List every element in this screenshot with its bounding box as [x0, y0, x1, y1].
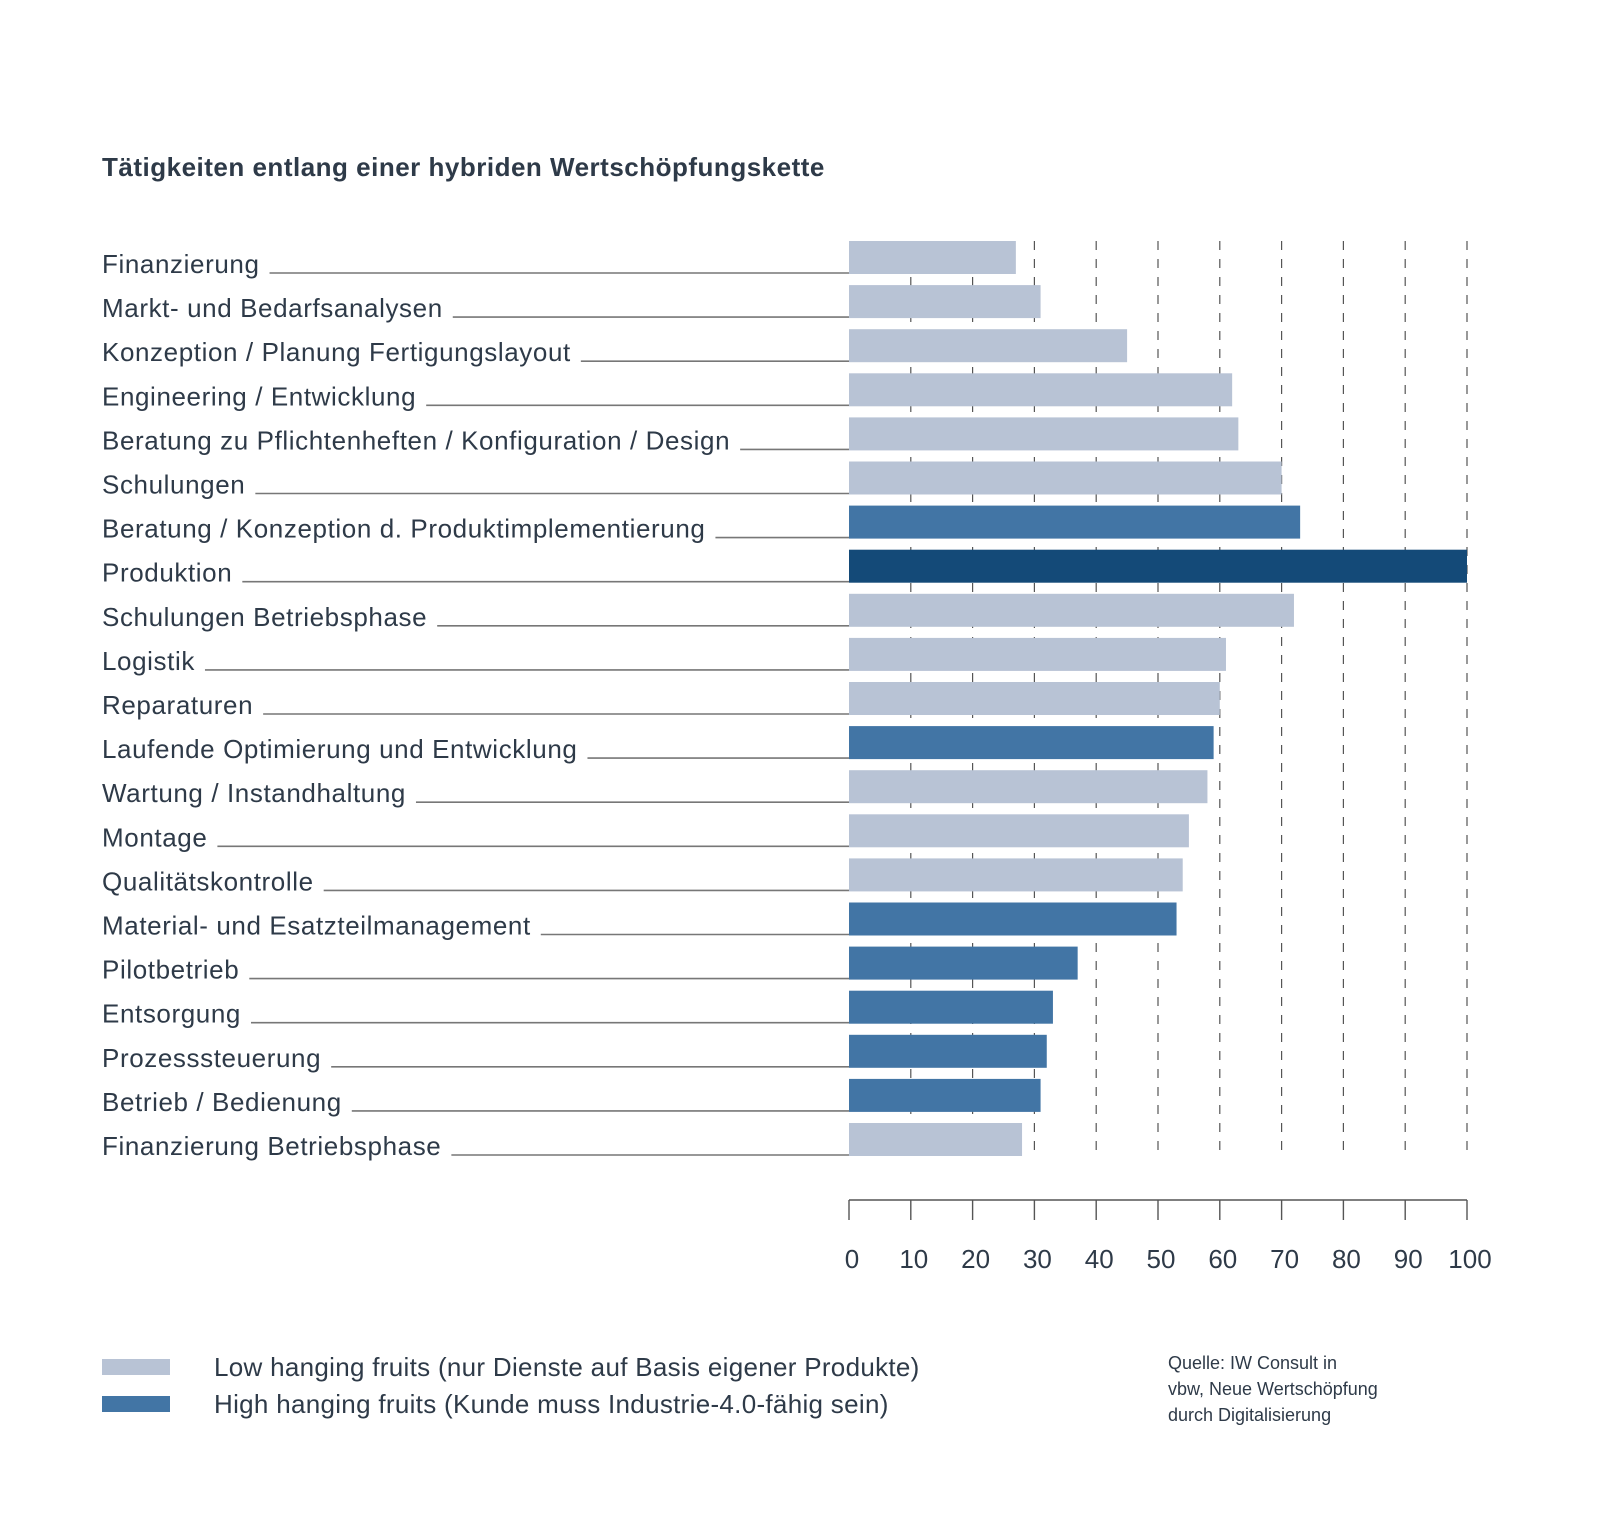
category-label: Markt- und Bedarfsanalysen [102, 293, 443, 323]
category-label: Laufende Optimierung und Entwicklung [102, 734, 577, 764]
legend-label-high: High hanging fruits (Kunde muss Industri… [214, 1389, 889, 1419]
bar [849, 241, 1016, 274]
category-label: Prozesssteuerung [102, 1043, 321, 1073]
bar [849, 770, 1208, 804]
bar [849, 814, 1189, 848]
bar [849, 637, 1226, 671]
source-line: vbw, Neue Wertschöpfung [1168, 1379, 1378, 1399]
category-label: Schulungen Betriebsphase [102, 602, 427, 632]
bar [849, 329, 1128, 363]
x-tick-label: 0 [845, 1244, 859, 1274]
bar [849, 726, 1214, 760]
category-label: Entsorgung [102, 999, 241, 1029]
category-label: Wartung / Instandhaltung [102, 778, 406, 808]
category-label: Montage [102, 822, 207, 852]
category-label: Beratung zu Pflichtenheften / Konfigurat… [102, 425, 730, 455]
chart-title: Tätigkeiten entlang einer hybriden Werts… [102, 152, 825, 182]
bar [849, 461, 1282, 495]
category-label: Schulungen [102, 470, 245, 500]
bar [849, 285, 1041, 319]
x-tick-label: 50 [1147, 1244, 1176, 1274]
category-label: Reparaturen [102, 690, 253, 720]
leader-lines [204, 272, 849, 1156]
bar [849, 1123, 1023, 1156]
legend-swatch-high [102, 1396, 170, 1412]
category-label: Pilotbetrieb [102, 955, 239, 985]
bar [849, 549, 1467, 583]
source-line: Quelle: IW Consult in [1168, 1353, 1338, 1373]
x-tick-label: 10 [899, 1244, 928, 1274]
x-tick-label: 70 [1270, 1244, 1299, 1274]
x-tick-label: 40 [1085, 1244, 1114, 1274]
x-axis: 0 10 20 30 40 50 60 70 80 90 100 [845, 1199, 1492, 1274]
bar [849, 593, 1294, 627]
category-label: Finanzierung Betriebsphase [102, 1131, 441, 1161]
category-label: Konzeption / Planung Fertigungslayout [102, 337, 571, 367]
category-label: Engineering / Entwicklung [102, 381, 416, 411]
bar [849, 373, 1233, 407]
source-line: durch Digitalisierung [1168, 1405, 1332, 1425]
x-tick-label: 100 [1448, 1244, 1491, 1274]
x-tick-label: 20 [961, 1244, 990, 1274]
bar [849, 682, 1220, 715]
x-tick-label: 80 [1332, 1244, 1361, 1274]
x-tick-label: 60 [1208, 1244, 1237, 1274]
legend-swatch-low [102, 1359, 170, 1375]
category-label: Beratung / Konzeption d. Produktimplemen… [102, 514, 705, 544]
bars [849, 241, 1467, 1156]
bar-chart: Finanzierung Markt- und Bedarfsanalysen Ko… [102, 241, 1492, 1274]
category-label: Betrieb / Bedienung [102, 1087, 342, 1117]
category-label: Material- und Esatzteilmanagement [102, 911, 531, 941]
legend-label-low: Low hanging fruits (nur Dienste auf Basi… [214, 1352, 920, 1382]
category-labels: Finanzierung Markt- und Bedarfsanalysen Ko… [102, 249, 730, 1161]
bar [849, 1034, 1047, 1068]
category-label: Qualitätskontrolle [102, 866, 314, 896]
bar [849, 1078, 1041, 1112]
category-label: Produktion [102, 558, 232, 588]
category-label: Finanzierung [102, 249, 260, 279]
bar [849, 902, 1177, 936]
bar [849, 990, 1053, 1024]
bar [849, 858, 1183, 892]
bar [849, 505, 1301, 539]
bar [849, 946, 1078, 980]
x-tick-label: 30 [1023, 1244, 1052, 1274]
x-tick-label: 90 [1394, 1244, 1423, 1274]
bar [849, 417, 1239, 451]
category-label: Logistik [102, 646, 195, 676]
source-note: Quelle: IW Consult in vbw, Neue Wertschö… [1168, 1350, 1378, 1428]
